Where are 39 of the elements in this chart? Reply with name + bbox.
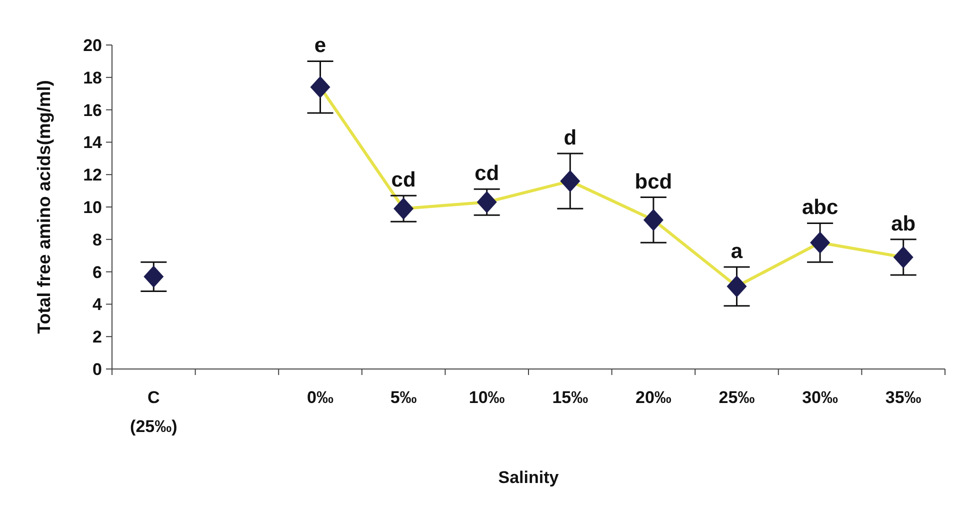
x-axis-title: Salinity: [498, 468, 560, 487]
annotation: e: [314, 34, 326, 58]
y-tick-label: 14: [83, 133, 103, 152]
annotation: cd: [391, 168, 416, 192]
x-tick-label: 20‰: [635, 388, 672, 407]
annotation: cd: [474, 162, 500, 186]
point: [893, 246, 914, 268]
point: [643, 208, 664, 231]
annotation: d: [564, 126, 577, 150]
y-axis-title: Total free amino acids(mg/ml): [34, 80, 54, 334]
x-tick-label: 15‰: [552, 388, 588, 407]
y-tick-label: 12: [83, 166, 102, 185]
point: [394, 198, 414, 220]
x-tick-label: C (25‰): [130, 388, 178, 436]
x-tick-label: 35‰: [885, 388, 922, 407]
x-tick-label: 5‰: [390, 388, 417, 407]
annotation: abc: [802, 196, 838, 220]
y-tick-label: 2: [92, 328, 102, 347]
point: [310, 76, 330, 98]
annotation: bcd: [634, 170, 672, 194]
annotation: ab: [891, 212, 916, 236]
point: [726, 275, 747, 298]
y-tick-label: 4: [92, 295, 103, 314]
y-tick-label: 6: [92, 262, 102, 282]
x-tick-label: 10‰: [468, 388, 505, 407]
x-tick-label: 25‰: [718, 388, 755, 407]
annotation: a: [730, 240, 743, 263]
y-tick-label: 16: [83, 100, 102, 120]
y-tick-label: 18: [83, 68, 102, 88]
point: [144, 266, 164, 288]
x-tick-label: 30‰: [802, 388, 838, 407]
y-tick-label: 10: [83, 198, 102, 218]
y-tick-label: 0: [92, 360, 102, 380]
y-tick-label: 8: [92, 230, 102, 250]
point: [560, 170, 580, 192]
y-tick-label: 20: [83, 36, 102, 56]
x-tick-label: 0‰: [307, 388, 334, 407]
point: [476, 191, 497, 214]
point: [810, 232, 830, 254]
